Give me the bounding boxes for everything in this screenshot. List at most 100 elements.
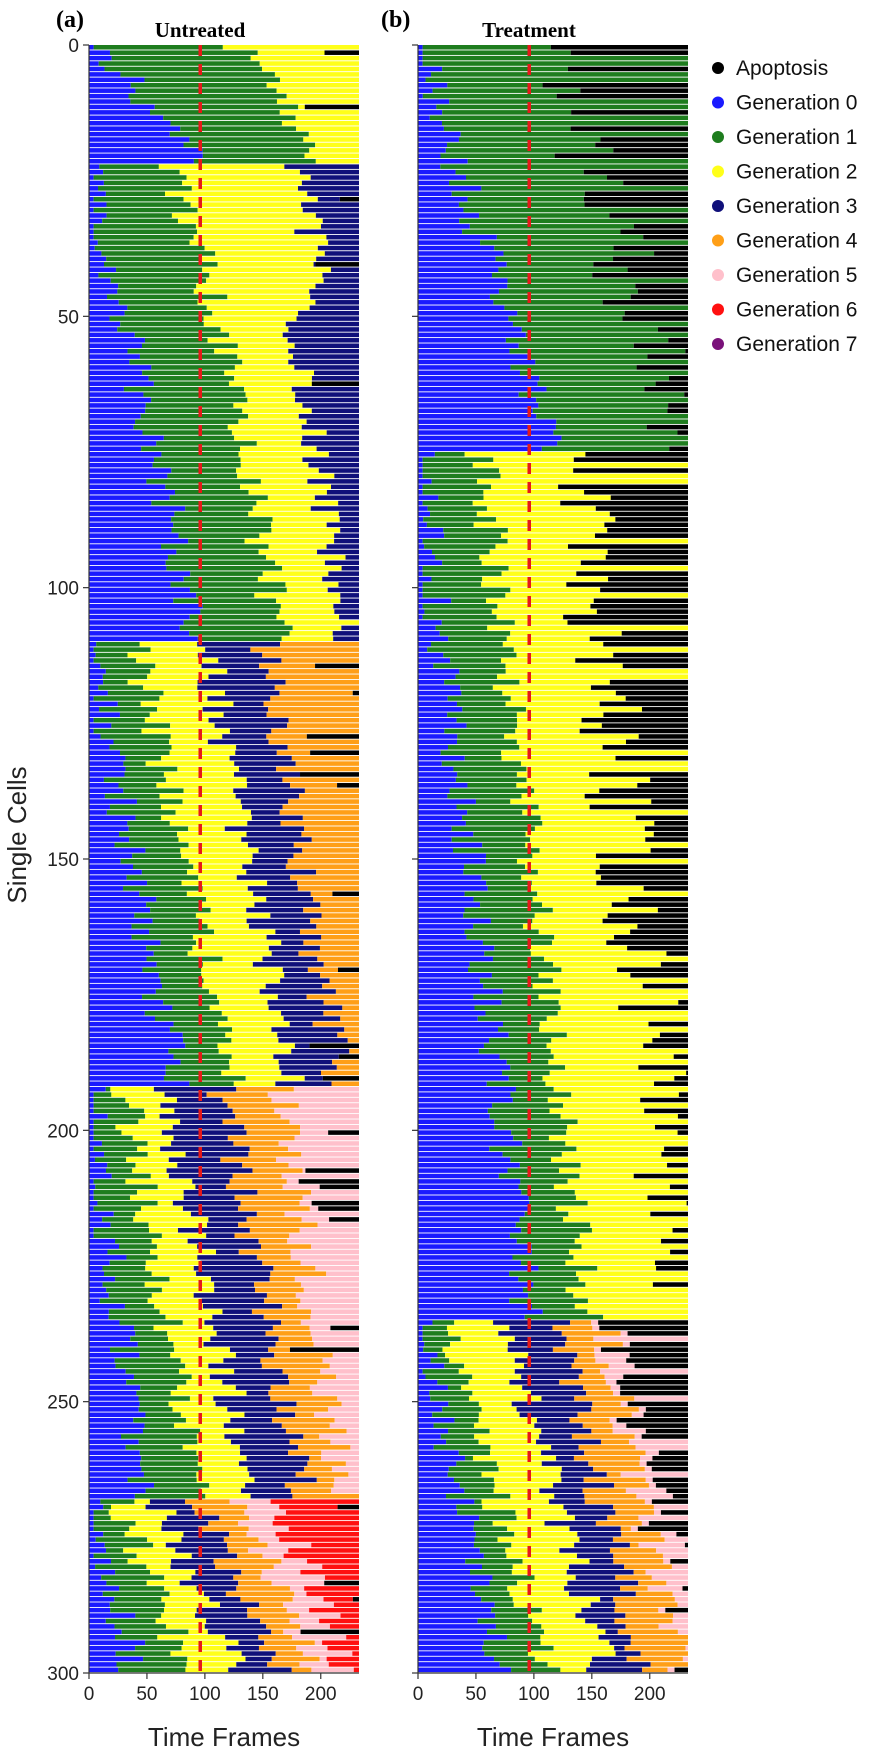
cell-segment-g2 <box>164 1575 192 1580</box>
cell-segment-g5 <box>638 1515 688 1521</box>
cell-segment-g0 <box>89 1314 109 1320</box>
cell-segment-g2 <box>505 593 688 598</box>
cell-segment-g1 <box>160 978 204 983</box>
cell-segment-g4 <box>281 1320 301 1325</box>
cell-segment-g1 <box>456 1504 483 1510</box>
cell-segment-g3 <box>544 1521 596 1526</box>
cell-segment-g0 <box>89 918 153 924</box>
cell-segment-g2 <box>147 1141 172 1146</box>
cell-segment-g0 <box>89 1553 94 1559</box>
cell-segment-g1 <box>532 408 668 414</box>
cell-segment-g5 <box>591 1320 599 1325</box>
cell-segment-g1 <box>144 77 280 83</box>
cell-segment-g3 <box>161 1526 199 1532</box>
cell-segment-g3 <box>302 403 359 408</box>
cell-segment-g1 <box>431 479 478 484</box>
cell-segment-g2 <box>175 810 251 815</box>
cell-segment-g3 <box>160 1146 250 1152</box>
cell-segment-g2 <box>199 918 247 924</box>
cell-segment-g5 <box>620 1331 628 1336</box>
cell-segment-g1 <box>482 1645 554 1651</box>
cell-segment-g1 <box>457 772 517 777</box>
cell-segment-g2 <box>133 1217 209 1222</box>
cell-segment-g4 <box>227 1548 249 1553</box>
cell-segment-g0 <box>89 77 145 83</box>
cell-segment-apop <box>637 1526 688 1532</box>
cell-segment-g3 <box>302 207 359 213</box>
cell-segment-g0 <box>418 538 423 544</box>
cell-segment-g0 <box>418 1455 466 1461</box>
cell-segment-g0 <box>89 462 153 468</box>
cell-segment-g5 <box>336 1374 359 1380</box>
cell-segment-g0 <box>89 305 128 311</box>
cell-segment-g1 <box>469 962 554 967</box>
cell-segment-g2 <box>499 468 574 473</box>
cell-segment-g0 <box>89 962 157 967</box>
cell-segment-g0 <box>89 1331 136 1336</box>
cell-segment-g0 <box>418 202 459 207</box>
x-tick-label: 0 <box>413 1684 424 1705</box>
cell-segment-g3 <box>597 1624 626 1629</box>
cell-segment-g1 <box>114 1624 166 1629</box>
cell-segment-g0 <box>89 245 95 251</box>
cell-segment-g5 <box>301 1217 330 1222</box>
cell-segment-g4 <box>270 1271 327 1276</box>
cell-segment-g0 <box>418 1493 447 1499</box>
cell-segment-apop <box>617 967 688 973</box>
cell-segment-g0 <box>418 1233 510 1238</box>
cell-segment-g1 <box>158 972 202 978</box>
cell-segment-g0 <box>418 1483 460 1488</box>
cell-segment-g0 <box>89 669 106 674</box>
cell-segment-g2 <box>196 1477 255 1483</box>
cell-segment-apop <box>616 1379 688 1385</box>
cell-segment-g1 <box>433 663 506 669</box>
cell-segment-g4 <box>569 1417 610 1423</box>
cell-segment-g3 <box>309 305 359 311</box>
cell-segment-g1 <box>468 967 562 973</box>
cell-segment-g2 <box>483 489 585 495</box>
cell-segment-g0 <box>89 625 180 631</box>
cell-segment-g0 <box>418 1119 495 1125</box>
cell-segment-g2 <box>281 120 359 126</box>
cell-segment-g0 <box>418 1141 523 1146</box>
cell-segment-g0 <box>89 755 126 761</box>
cell-segment-g1 <box>422 489 484 495</box>
cell-segment-g3 <box>579 1537 613 1542</box>
cell-segment-g0 <box>418 262 507 267</box>
cell-segment-g0 <box>418 891 465 897</box>
cell-segment-g4 <box>570 1320 592 1325</box>
cell-segment-g6 <box>279 1537 359 1542</box>
cell-segment-g0 <box>89 972 159 978</box>
cell-segment-apop <box>630 294 688 300</box>
cell-segment-apop <box>644 386 688 392</box>
cell-segment-g5 <box>658 1607 666 1613</box>
cell-segment-g4 <box>227 1135 295 1141</box>
cell-segment-g0 <box>418 728 445 734</box>
cell-segment-g2 <box>546 1043 644 1049</box>
cell-segment-g4 <box>615 1602 678 1607</box>
cell-segment-g2 <box>229 1059 279 1065</box>
cell-segment-g4 <box>257 1190 312 1195</box>
cell-segment-apop <box>615 690 688 696</box>
cell-segment-g2 <box>244 386 292 392</box>
cell-segment-g0 <box>418 343 519 348</box>
cell-segment-g2 <box>168 1401 216 1407</box>
cell-segment-g0 <box>418 1162 520 1168</box>
cell-segment-g5 <box>622 1341 630 1347</box>
cell-segment-g0 <box>89 788 124 793</box>
cell-segment-g3 <box>301 424 359 430</box>
cell-segment-g1 <box>123 761 146 766</box>
cell-segment-g1 <box>422 468 500 473</box>
cell-segment-g3 <box>205 647 251 652</box>
cell-segment-g2 <box>519 745 603 750</box>
cell-segment-g2 <box>150 647 206 652</box>
cell-segment-g5 <box>312 1336 359 1342</box>
cell-segment-g3 <box>331 484 359 490</box>
cell-segment-g6 <box>319 1618 359 1624</box>
cell-segment-g5 <box>261 1569 301 1575</box>
cell-segment-g1 <box>556 419 688 424</box>
cell-segment-g1 <box>509 1233 580 1238</box>
cell-segment-g4 <box>234 1233 290 1238</box>
legend-label: Generation 3 <box>736 195 857 218</box>
cell-segment-g0 <box>418 1271 510 1276</box>
